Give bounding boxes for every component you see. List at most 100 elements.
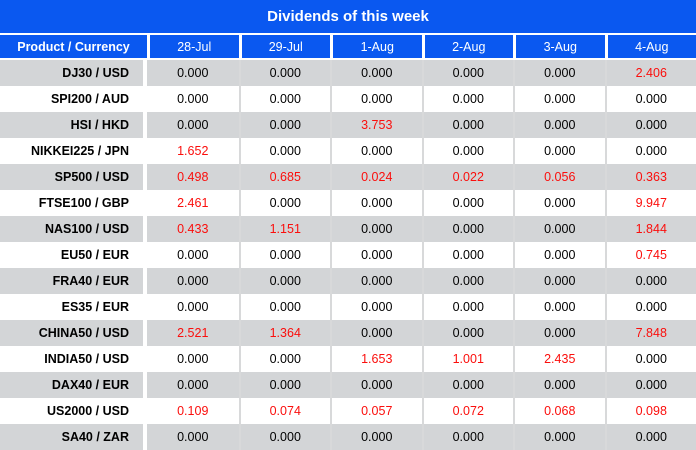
table-row: HSI / HKD 0.000 0.000 3.753 0.000 0.000 0.000: [0, 112, 696, 138]
table-row: CHINA50 / USD 2.521 1.364 0.000 0.000 0.000 7.…: [0, 320, 696, 346]
dividend-value: 1.151: [238, 216, 330, 242]
dividend-value: 0.000: [238, 372, 330, 398]
dividend-value: 0.056: [513, 164, 605, 190]
dividend-value: 0.000: [604, 294, 696, 320]
dividend-value: 0.057: [330, 398, 422, 424]
product-label: DJ30 / USD: [0, 60, 147, 86]
product-label: SA40 / ZAR: [0, 424, 147, 450]
dividend-value: 2.461: [147, 190, 239, 216]
table-row: ES35 / EUR 0.000 0.000 0.000 0.000 0.000 0.000: [0, 294, 696, 320]
dividend-value: 0.000: [513, 268, 605, 294]
dividend-value: 0.000: [604, 112, 696, 138]
product-label: ES35 / EUR: [0, 294, 147, 320]
dividend-value: 0.000: [421, 294, 513, 320]
header-row: Product / Currency 28-Jul 29-Jul 1-Aug 2-Aug…: [0, 35, 696, 60]
dividend-value: 0.363: [604, 164, 696, 190]
product-label: NIKKEI225 / JPN: [0, 138, 147, 164]
dividend-value: 2.521: [147, 320, 239, 346]
dividends-table: Product / Currency 28-Jul 29-Jul 1-Aug 2-Aug…: [0, 35, 696, 450]
dividend-value: 0.000: [147, 424, 239, 450]
product-label: NAS100 / USD: [0, 216, 147, 242]
dividend-value: 0.000: [330, 424, 422, 450]
dividend-value: 0.000: [421, 424, 513, 450]
dividend-value: 0.000: [513, 112, 605, 138]
product-label: HSI / HKD: [0, 112, 147, 138]
dividend-value: 0.000: [238, 138, 330, 164]
dividend-value: 0.000: [604, 424, 696, 450]
dividend-value: 0.000: [330, 268, 422, 294]
dividend-value: 0.000: [604, 372, 696, 398]
dividend-value: 0.098: [604, 398, 696, 424]
dividend-value: 0.000: [421, 372, 513, 398]
date-header: 28-Jul: [147, 35, 239, 60]
dividend-value: 0.000: [513, 138, 605, 164]
product-label: DAX40 / EUR: [0, 372, 147, 398]
table-row: NAS100 / USD 0.433 1.151 0.000 0.000 0.000 1.8…: [0, 216, 696, 242]
dividend-value: 0.000: [421, 268, 513, 294]
dividend-value: 0.000: [513, 216, 605, 242]
dividend-value: 7.848: [604, 320, 696, 346]
dividend-value: 0.000: [330, 86, 422, 112]
title-text: Dividends of this week: [267, 8, 429, 25]
dividend-value: 1.001: [421, 346, 513, 372]
product-currency-header: Product / Currency: [0, 35, 147, 60]
dividend-value: 0.000: [147, 112, 239, 138]
dividend-value: 0.074: [238, 398, 330, 424]
date-header: 1-Aug: [330, 35, 422, 60]
dividend-value: 0.000: [238, 60, 330, 86]
dividend-value: 0.000: [238, 294, 330, 320]
product-label: INDIA50 / USD: [0, 346, 147, 372]
dividend-value: 0.000: [513, 424, 605, 450]
page-title: Dividends of this week: [0, 0, 696, 33]
table-row: INDIA50 / USD 0.000 0.000 1.653 1.001 2.435 0.…: [0, 346, 696, 372]
dividend-value: 1.844: [604, 216, 696, 242]
table-row: SA40 / ZAR 0.000 0.000 0.000 0.000 0.000 0.000: [0, 424, 696, 450]
dividend-value: 0.000: [330, 216, 422, 242]
dividend-value: 0.000: [238, 242, 330, 268]
dividend-value: 0.000: [147, 372, 239, 398]
dividend-value: 0.109: [147, 398, 239, 424]
product-label: CHINA50 / USD: [0, 320, 147, 346]
dividend-value: 0.000: [513, 86, 605, 112]
table-row: EU50 / EUR 0.000 0.000 0.000 0.000 0.000 0.745: [0, 242, 696, 268]
table-row: FRA40 / EUR 0.000 0.000 0.000 0.000 0.000 0.00…: [0, 268, 696, 294]
dividend-value: 0.000: [238, 424, 330, 450]
dividend-value: 0.000: [604, 346, 696, 372]
dividend-value: 0.000: [604, 268, 696, 294]
table-row: DAX40 / EUR 0.000 0.000 0.000 0.000 0.000 0.00…: [0, 372, 696, 398]
dividend-value: 0.000: [147, 346, 239, 372]
dividend-value: 0.000: [147, 268, 239, 294]
dividend-value: 0.000: [513, 60, 605, 86]
dividend-value: 0.000: [147, 86, 239, 112]
table-row: FTSE100 / GBP 2.461 0.000 0.000 0.000 0.000 9.…: [0, 190, 696, 216]
dividend-value: 0.000: [238, 112, 330, 138]
product-label: FRA40 / EUR: [0, 268, 147, 294]
dividend-value: 0.000: [147, 294, 239, 320]
dividend-value: 0.000: [513, 372, 605, 398]
product-label: US2000 / USD: [0, 398, 147, 424]
dividend-value: 0.000: [330, 294, 422, 320]
dividend-value: 0.000: [147, 60, 239, 86]
table-row: NIKKEI225 / JPN 1.652 0.000 0.000 0.000 0.000…: [0, 138, 696, 164]
dividend-value: 2.435: [513, 346, 605, 372]
dividend-value: 0.000: [238, 86, 330, 112]
table-row: SPI200 / AUD 0.000 0.000 0.000 0.000 0.000 0.0…: [0, 86, 696, 112]
dividend-value: 0.000: [238, 346, 330, 372]
date-header: 4-Aug: [604, 35, 696, 60]
dividend-value: 0.000: [330, 138, 422, 164]
dividend-value: 9.947: [604, 190, 696, 216]
dividend-value: 0.685: [238, 164, 330, 190]
dividend-value: 0.745: [604, 242, 696, 268]
dividend-value: 0.000: [421, 190, 513, 216]
product-label: FTSE100 / GBP: [0, 190, 147, 216]
dividend-value: 0.072: [421, 398, 513, 424]
dividend-value: 0.000: [147, 242, 239, 268]
dividend-value: 0.000: [421, 112, 513, 138]
dividend-value: 0.000: [330, 190, 422, 216]
dividend-value: 0.022: [421, 164, 513, 190]
dividend-value: 0.000: [513, 320, 605, 346]
table-row: US2000 / USD 0.109 0.074 0.057 0.072 0.068 0.0…: [0, 398, 696, 424]
product-label: SP500 / USD: [0, 164, 147, 190]
dividend-value: 0.000: [238, 268, 330, 294]
dividend-value: 0.000: [513, 242, 605, 268]
